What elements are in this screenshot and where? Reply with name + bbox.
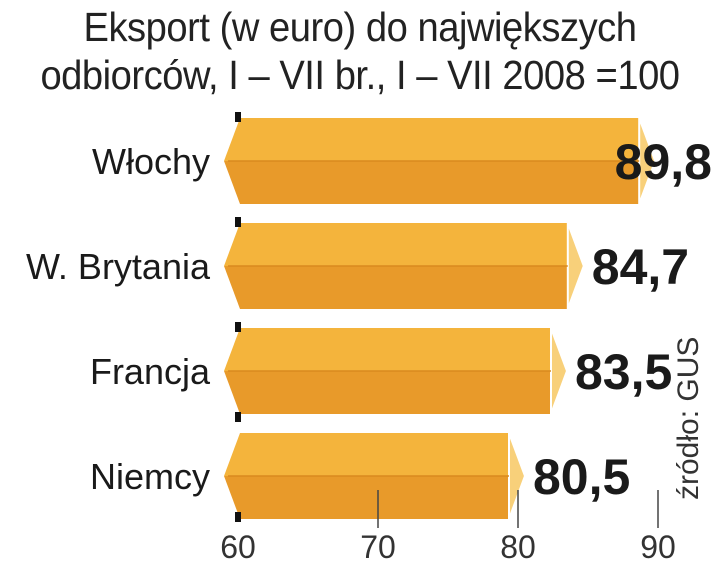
- bar-bottom-face: [224, 371, 551, 414]
- bar-0: [224, 117, 657, 205]
- category-label: Niemcy: [90, 456, 210, 497]
- bar-top-face: [224, 223, 568, 266]
- value-label: 89,8: [615, 134, 712, 190]
- bar-top-face: [224, 118, 640, 161]
- bar-end-cap: [550, 327, 569, 415]
- bar-bottom-face: [224, 266, 568, 309]
- bar-end-cap: [508, 432, 527, 520]
- bar-2: [224, 327, 569, 415]
- x-tick-label: 90: [640, 529, 676, 565]
- x-tick-label: 70: [360, 529, 396, 565]
- axis-tick-mark: [235, 412, 241, 422]
- bar-end-cap: [566, 222, 585, 310]
- bar-bottom-face: [224, 161, 640, 204]
- axis-tick-mark: [235, 322, 241, 332]
- bar-3: [224, 432, 527, 520]
- bar-top-face: [224, 328, 551, 371]
- chart-title-line-2: odbiorców, I – VII br., I – VII 2008 =10…: [40, 52, 680, 98]
- category-label: Włochy: [92, 141, 210, 182]
- value-label: 80,5: [533, 449, 630, 505]
- x-tick-label: 60: [220, 529, 256, 565]
- x-tick-label: 80: [500, 529, 536, 565]
- source-note: źródło: GUS: [672, 336, 705, 500]
- bar-bottom-face: [224, 476, 509, 519]
- bar-top-face: [224, 433, 509, 476]
- axis-tick-mark: [235, 112, 241, 122]
- value-label: 83,5: [575, 344, 672, 400]
- axis-tick-mark: [235, 217, 241, 227]
- axis-tick-mark: [235, 512, 241, 522]
- category-label: Francja: [90, 351, 211, 392]
- value-label: 84,7: [592, 239, 689, 295]
- chart-title-line-1: Eksport (w euro) do największych: [83, 4, 637, 50]
- bar-1: [224, 222, 585, 310]
- category-label: W. Brytania: [26, 246, 211, 287]
